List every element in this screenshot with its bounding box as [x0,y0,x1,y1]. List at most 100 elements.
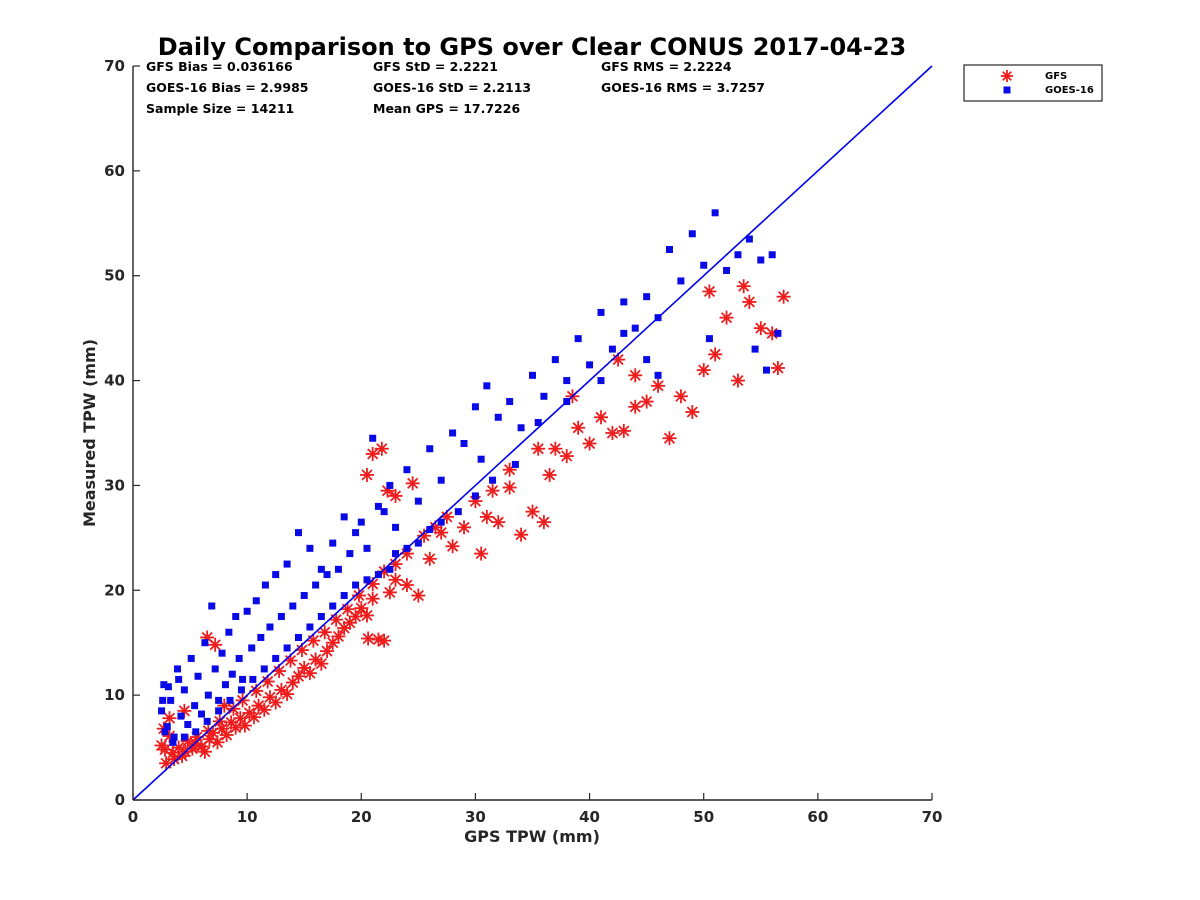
goes16-point [551,356,559,364]
goes16-point [329,602,337,610]
goes16-point [323,571,331,579]
y-tick-label: 20 [104,581,125,599]
goes16-point [177,712,185,720]
goes16-point [225,628,233,636]
goes16-point [517,424,525,432]
goes16-point [774,329,782,337]
gfs-point [571,420,586,435]
y-tick-label: 40 [104,372,125,390]
stat-goes16-rms: GOES-16 RMS = 3.7257 [601,80,765,95]
goes16-point [295,529,303,537]
stat-goes16-std: GOES-16 StD = 2.2113 [373,80,531,95]
gfs-point [197,744,212,759]
series-goes16 [158,209,782,746]
goes16-point [226,696,234,704]
goes16-point [665,246,673,253]
goes16-point [403,466,411,474]
goes16-point [340,513,348,521]
goes16-point [357,518,365,526]
goes16-point [751,345,759,353]
goes16-point [160,681,168,689]
goes16-point [723,266,731,274]
goes16-point [158,707,166,715]
gfs-point [548,441,563,456]
gfs-point [302,666,317,681]
goes16-point [208,602,216,610]
gfs-point [770,360,785,375]
gfs-point [377,633,392,648]
gfs-point [388,572,403,587]
gfs-point [616,423,631,438]
legend-asterisk [1001,70,1013,82]
goes16-point [243,607,251,615]
goes16-point [352,529,360,537]
goes16-point [426,445,434,453]
goes16-point [380,508,388,516]
goes16-point [283,644,291,652]
stat-gfs-bias: GFS Bias = 0.036166 [146,59,293,74]
gfs-point [359,608,374,623]
goes16-point [295,633,303,641]
goes16-point [161,728,169,736]
goes16-point [597,377,605,385]
goes16-point [167,696,175,704]
gfs-point [685,405,700,420]
goes16-point [201,639,209,647]
gfs-point [639,394,654,409]
goes16-point [306,544,314,552]
goes16-point [248,644,256,652]
gfs-point [485,483,500,498]
gfs-point [673,389,688,404]
y-tick-label: 60 [104,162,125,180]
gfs-point [354,601,369,616]
goes16-point [392,523,400,531]
goes16-point [197,710,205,718]
gfs-point [317,625,332,640]
axes: 0 10 20 30 40 50 60 70 0 10 20 30 40 50 60 70 [104,57,942,826]
goes16-point [266,623,274,631]
legend-square [1003,86,1011,94]
gfs-point [457,520,472,535]
goes16-point [392,550,400,558]
x-ticks: 0 10 20 30 40 50 60 70 [128,793,942,826]
gfs-point [753,321,768,336]
goes16-point [334,565,342,573]
gfs-point [628,368,643,383]
gfs-point [776,289,791,304]
goes16-point [608,345,616,353]
y-tick-label: 30 [104,476,125,494]
goes16-point [363,576,371,584]
goes16-point [191,702,199,710]
gfs-point [605,426,620,440]
goes16-point [597,308,605,316]
gfs-point [352,588,367,603]
goes16-point [235,654,243,662]
gfs-point [479,509,494,524]
goes16-point [711,209,719,217]
gfs-point [388,488,403,503]
stat-mean-gps: Mean GPS = 17.7226 [373,101,520,116]
goes16-point [257,633,265,641]
goes16-point [340,592,348,600]
stat-goes16-bias: GOES-16 Bias = 2.9985 [146,80,308,95]
gfs-point [306,633,321,648]
gfs-point [314,656,329,671]
gfs-point [628,399,643,414]
gfs-point [237,718,252,733]
gfs-point [280,687,295,702]
goes16-point [471,492,479,500]
gfs-point [340,602,355,617]
series-gfs [154,279,791,771]
goes16-point [620,298,628,306]
goes16-point [237,686,245,694]
goes16-point [437,476,445,484]
gfs-point [582,436,597,451]
stat-sample-size: Sample Size = 14211 [146,101,294,116]
goes16-point [586,361,594,369]
legend-marker-gfs [1001,70,1013,82]
gfs-point [514,527,529,542]
gfs-point [361,631,376,646]
goes16-point [169,738,177,746]
